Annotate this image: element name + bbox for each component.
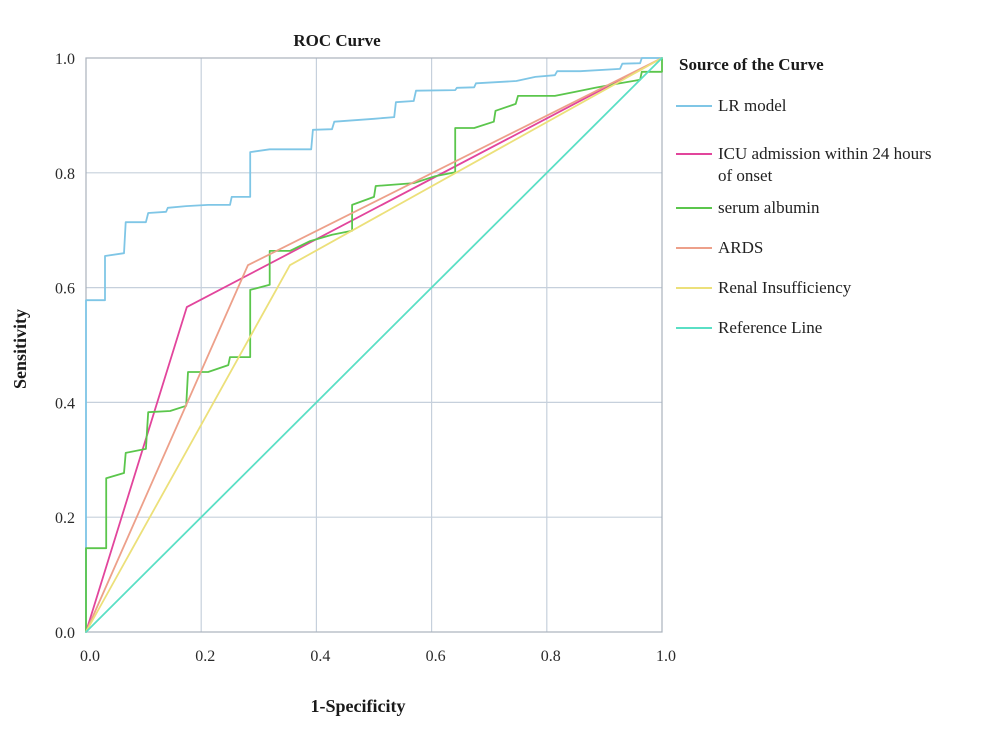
x-axis-label: 1-Specificity	[311, 696, 406, 716]
legend-label-icu-admission-within-24-hours-of-onset: ICU admission within 24 hours of onset	[718, 144, 931, 185]
x-tick-label: 0.2	[195, 648, 215, 665]
y-axis-label: Sensitivity	[10, 309, 30, 389]
legend-label-lr-model: LR model	[718, 96, 787, 115]
x-tick-label: 0.0	[80, 648, 100, 665]
legend-label-serum-albumin: serum albumin	[718, 198, 820, 217]
legend-title: Source of the Curve	[679, 55, 824, 74]
x-tick-label: 0.8	[541, 648, 561, 665]
series-line-serum-albumin	[85, 57, 663, 633]
y-tick-label: 1.0	[55, 51, 75, 68]
legend: Source of the Curve LR model ICU admissio…	[676, 55, 931, 337]
series-line-lr-model	[85, 57, 663, 633]
legend-item-reference-line: Reference Line	[676, 318, 822, 337]
legend-item-lr-model: LR model	[676, 96, 787, 115]
x-tick-label: 0.6	[426, 648, 446, 665]
series-line-reference-line	[85, 57, 663, 633]
y-tick-label: 0.0	[55, 625, 75, 642]
legend-item-ards: ARDS	[676, 238, 763, 257]
legend-item-renal-insufficiency: Renal Insufficiency	[676, 278, 852, 297]
y-axis-ticks: 0.0 0.2 0.4 0.6 0.8 1.0	[55, 51, 75, 642]
series-line-ards	[85, 57, 663, 633]
x-tick-label: 0.4	[310, 648, 330, 665]
x-tick-label: 1.0	[656, 648, 676, 665]
legend-label-reference-line: Reference Line	[718, 318, 822, 337]
legend-label-ards: ARDS	[718, 238, 763, 257]
legend-item-icu-admission-within-24-hours-of-onset: ICU admission within 24 hours of onset	[676, 144, 931, 185]
series-lines	[85, 57, 663, 633]
y-tick-label: 0.2	[55, 510, 75, 527]
x-axis-ticks: 0.0 0.2 0.4 0.6 0.8 1.0	[80, 648, 676, 665]
series-line-renal-insufficiency	[85, 57, 663, 633]
grid	[86, 58, 662, 632]
y-tick-label: 0.4	[55, 395, 75, 412]
y-tick-label: 0.8	[55, 166, 75, 183]
legend-label-renal-insufficiency: Renal Insufficiency	[718, 278, 852, 297]
y-tick-label: 0.6	[55, 281, 75, 298]
legend-item-serum-albumin: serum albumin	[676, 198, 820, 217]
series-line-icu-admission-within-24-hours-of-onset	[85, 57, 663, 633]
chart-title: ROC Curve	[293, 31, 381, 50]
